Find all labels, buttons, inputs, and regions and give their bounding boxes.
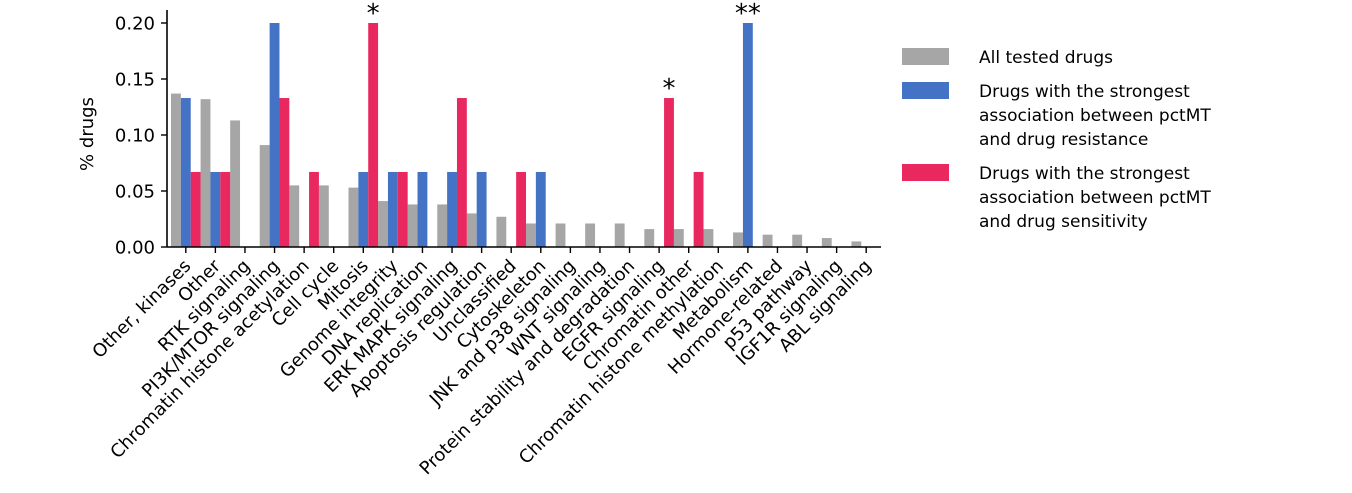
bar-1-9 — [407, 204, 418, 247]
bar-3-4 — [279, 98, 290, 247]
y-tick-label: 0.00 — [115, 238, 155, 259]
bar-2-9 — [417, 171, 428, 247]
y-tick-label: 0.15 — [115, 70, 155, 91]
legend-item-3: Drugs with the strongest association betw… — [902, 162, 1342, 234]
bar-1-14 — [555, 223, 566, 247]
bar-3-8 — [397, 171, 408, 247]
bar-1-1 — [171, 93, 181, 247]
bar-2-13 — [535, 171, 546, 247]
legend-item-1: All tested drugs — [902, 46, 1342, 70]
bar-1-12 — [496, 216, 507, 247]
bar-1-22 — [792, 234, 803, 247]
bar-3-2 — [220, 171, 231, 247]
bar-1-5 — [289, 185, 300, 247]
y-tick-label: 0.05 — [115, 182, 155, 203]
bar-1-21 — [762, 234, 773, 247]
bar-2-11 — [476, 171, 487, 247]
bar-1-23 — [821, 238, 832, 247]
legend-swatch — [902, 48, 949, 65]
y-axis-label: % drugs — [77, 97, 98, 171]
bar-2-20 — [742, 23, 753, 247]
bar-1-16 — [614, 223, 625, 247]
bar-3-5 — [309, 171, 319, 247]
significance-annotation: * — [367, 0, 380, 29]
bar-1-17 — [644, 229, 655, 247]
legend-swatch — [902, 164, 949, 181]
bar-1-11 — [466, 213, 477, 247]
bars-group — [171, 23, 862, 247]
y-axis: 0.00 0.05 0.10 0.15 0.20 — [115, 10, 168, 259]
bar-3-1 — [190, 171, 201, 247]
bar-1-8 — [378, 201, 388, 247]
bar-1-20 — [733, 232, 743, 247]
annotations-group: **** — [367, 0, 761, 104]
bar-1-13 — [526, 223, 536, 247]
legend-label: Drugs with the strongest association betw… — [979, 82, 1211, 150]
bar-2-1 — [180, 98, 191, 247]
legend-label: All tested drugs — [979, 48, 1113, 68]
bar-1-24 — [851, 241, 862, 247]
y-tick-label: 0.20 — [115, 14, 155, 35]
bar-1-2 — [200, 99, 211, 247]
bar-3-10 — [456, 98, 467, 247]
bar-2-2 — [210, 171, 221, 247]
significance-annotation: ** — [735, 0, 761, 29]
bar-1-18 — [673, 229, 684, 247]
bar-2-4 — [269, 23, 280, 247]
legend-label: Drugs with the strongest association betw… — [979, 164, 1211, 232]
bar-3-17 — [664, 98, 674, 247]
bar-1-4 — [259, 145, 270, 247]
bar-1-15 — [585, 223, 596, 247]
legend-swatch — [902, 82, 949, 99]
bar-2-7 — [358, 171, 369, 247]
y-tick-label: 0.10 — [115, 126, 155, 147]
bar-2-10 — [447, 171, 457, 247]
bar-1-19 — [703, 229, 714, 247]
bar-1-7 — [348, 187, 359, 247]
bar-1-3 — [230, 120, 241, 247]
legend: All tested drugs Drugs with the strongest… — [902, 46, 1342, 244]
bar-2-8 — [387, 171, 398, 247]
significance-annotation: * — [662, 74, 675, 104]
legend-item-2: Drugs with the strongest association betw… — [902, 80, 1342, 152]
bar-1-6 — [318, 185, 329, 247]
bar-3-7 — [368, 23, 379, 247]
bar-1-10 — [437, 204, 448, 247]
bar-3-12 — [516, 171, 526, 247]
bar-3-18 — [693, 171, 704, 247]
